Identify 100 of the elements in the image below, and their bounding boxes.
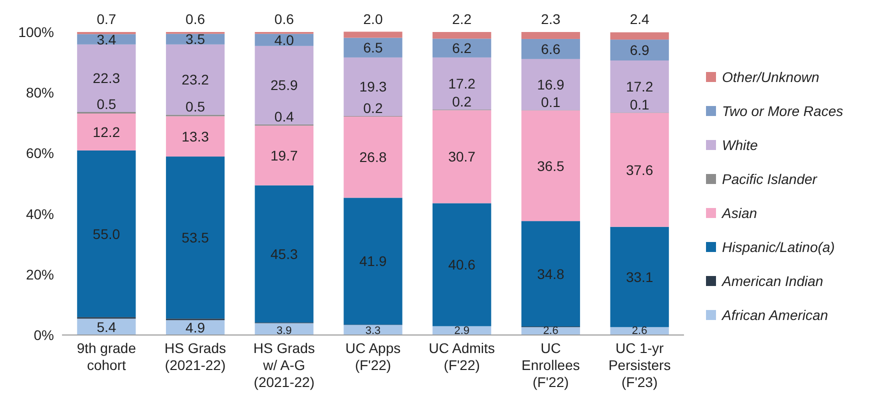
data-label: 5.4 [96, 318, 116, 335]
data-label: 26.8 [359, 149, 387, 166]
data-label: 22.3 [92, 70, 120, 86]
data-label: 6.2 [452, 40, 472, 56]
bar [166, 44, 225, 115]
bar [610, 32, 669, 40]
bar [77, 150, 136, 318]
bar [344, 38, 402, 58]
bar [77, 34, 136, 44]
data-label: 4.9 [186, 320, 206, 336]
x-tick-label: 9th grade cohort [76, 340, 136, 373]
data-label: 19.3 [359, 78, 387, 95]
legend-label: American Indian [721, 273, 824, 289]
bar [610, 40, 669, 60]
data-label: 2.6 [543, 325, 558, 337]
bar [432, 57, 492, 110]
data-label: 2.2 [452, 11, 472, 27]
y-tick-label: 80% [26, 84, 54, 101]
bar [610, 226, 669, 328]
data-label: 41.9 [359, 253, 387, 270]
data-label: 37.6 [626, 162, 654, 178]
bar [432, 110, 492, 204]
legend-label: White [722, 137, 758, 153]
bar [344, 198, 402, 325]
data-label: 55.0 [92, 226, 120, 242]
bar [344, 32, 402, 38]
x-tick-label: UC 1-yr Persisters (F'23) [608, 340, 671, 390]
bar [521, 58, 580, 110]
data-label: 53.5 [182, 230, 210, 246]
y-tick-label: 20% [26, 266, 54, 282]
data-label: 0.6 [186, 11, 206, 27]
legend-label: Hispanic/Latino(a) [722, 239, 835, 255]
data-label: 3.5 [186, 31, 206, 48]
data-label: 34.8 [537, 266, 565, 282]
x-tick-label: UC Admits (F'22) [428, 340, 495, 373]
x-tick-label: UC Enrollees (F'22) [522, 340, 580, 390]
bar [77, 114, 136, 150]
bar [254, 46, 314, 124]
data-label: 23.2 [182, 72, 210, 88]
legend-label: Two or More Races [722, 103, 844, 119]
x-tick-label: HS Grads w/ A-G (2021-22) [253, 340, 315, 390]
data-label: 3.9 [276, 325, 292, 337]
bar [166, 116, 225, 157]
legend-label: Other/Unknown [722, 69, 820, 85]
bar [432, 32, 492, 39]
data-label: 0.6 [274, 11, 294, 27]
data-label: 6.5 [363, 40, 383, 56]
legend-label: Asian [721, 205, 758, 221]
data-label: 2.3 [540, 11, 561, 27]
bar [77, 318, 136, 335]
data-label: 0.4 [274, 108, 294, 124]
data-label: 36.5 [537, 158, 565, 174]
data-label: 33.1 [626, 268, 654, 285]
bar [432, 38, 492, 58]
legend-label: Pacific Islander [722, 171, 818, 187]
bar [344, 116, 402, 198]
data-label: 17.2 [626, 78, 654, 95]
data-label: 3.3 [365, 325, 381, 337]
y-tick-label: 0% [34, 327, 54, 343]
data-label: 0.1 [630, 96, 650, 113]
data-label: 30.7 [448, 148, 476, 165]
bar [77, 44, 136, 112]
bar [610, 112, 669, 227]
data-label: 2.9 [454, 325, 470, 337]
bar [610, 60, 669, 113]
bar [254, 126, 314, 186]
data-label: 13.3 [182, 128, 210, 144]
y-tick-label: 60% [26, 145, 54, 162]
data-label: 0.2 [452, 94, 472, 110]
data-label: 0.5 [186, 98, 206, 115]
y-tick-label: 40% [26, 206, 54, 222]
bar [166, 156, 225, 319]
data-label: 2.0 [363, 11, 383, 27]
data-label: 45.3 [270, 246, 298, 262]
data-label: 6.9 [630, 42, 650, 58]
data-label: 4.0 [274, 32, 294, 48]
data-label: 0.7 [96, 11, 116, 27]
data-label: 16.9 [537, 76, 565, 93]
bar [521, 32, 580, 39]
bar [344, 57, 402, 116]
bar [521, 221, 580, 327]
data-label: 0.1 [540, 94, 561, 110]
data-label: 12.2 [92, 124, 120, 140]
x-tick-label: UC Apps (F'22) [345, 340, 401, 373]
data-label: 25.9 [270, 77, 298, 94]
legend-label: African American [721, 307, 828, 323]
x-tick-label: HS Grads (2021-22) [164, 340, 226, 373]
data-label: 3.4 [96, 31, 116, 48]
y-tick-label: 100% [18, 24, 54, 40]
data-label: 0.5 [96, 96, 116, 112]
data-label: 0.2 [363, 100, 383, 116]
data-label: 2.4 [630, 11, 650, 27]
data-label: 6.6 [540, 40, 561, 57]
bar [521, 110, 580, 222]
data-label: 2.6 [632, 325, 648, 337]
data-label: 17.2 [448, 76, 476, 92]
bar [254, 185, 314, 323]
data-label: 40.6 [448, 256, 476, 273]
data-label: 19.7 [270, 147, 298, 164]
bar [521, 38, 580, 59]
